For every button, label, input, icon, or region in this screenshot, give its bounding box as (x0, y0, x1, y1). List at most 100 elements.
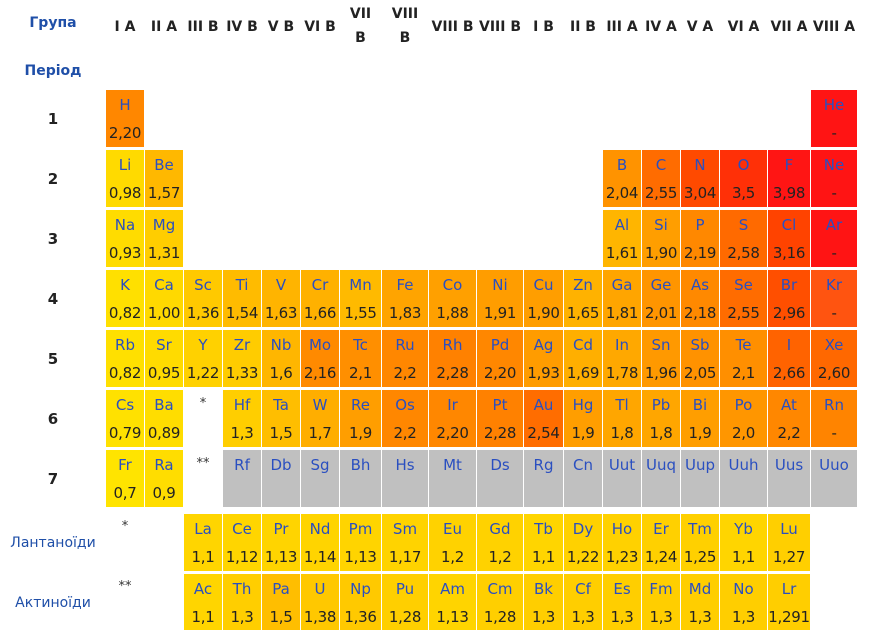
element-symbol: Tb (534, 520, 553, 538)
group-header: VI B (304, 19, 336, 35)
element-value: 2,55 (644, 184, 678, 202)
element-cell: Pt 2,28 (477, 390, 523, 447)
element-value: 2,18 (683, 304, 717, 322)
element-symbol: Am (440, 580, 465, 598)
element-cell: Cl 3,16 (768, 210, 810, 267)
element-symbol: Ra (154, 456, 174, 474)
element-symbol: Yb (734, 520, 753, 538)
element-value: 1,3 (230, 608, 254, 626)
element-symbol: Pb (651, 396, 671, 414)
element-cell: Pb 1,8 (642, 390, 680, 447)
element-cell: Fr 0,7 (106, 450, 144, 507)
element-cell: Ag 1,93 (524, 330, 563, 387)
element-value: 2,04 (605, 184, 639, 202)
element-cell: Xe 2,60 (811, 330, 857, 387)
element-cell: Hg 1,9 (564, 390, 602, 447)
element-value: 0,98 (108, 184, 142, 202)
element-cell: Bi 1,9 (681, 390, 719, 447)
element-value: 2,54 (527, 424, 560, 442)
element-symbol: Mo (308, 336, 332, 354)
element-value: - (831, 424, 837, 442)
element-value: 3,98 (772, 184, 806, 202)
series-label: Лантаноїди (10, 535, 96, 551)
element-symbol: Si (654, 216, 668, 234)
element-value: 1,13 (264, 548, 298, 566)
element-cell: Ca 1,00 (145, 270, 183, 327)
element-value: 1,13 (436, 608, 469, 626)
element-cell: Ta 1,5 (262, 390, 300, 447)
element-symbol: Ta (273, 396, 289, 414)
element-cell: Te 2,1 (720, 330, 767, 387)
element-cell: Cd 1,69 (564, 330, 602, 387)
element-value: - (831, 244, 837, 262)
element-value: 1,81 (605, 304, 639, 322)
element-value: 1,3 (571, 608, 595, 626)
element-symbol: He (823, 96, 845, 114)
element-value: 2,19 (683, 244, 717, 262)
group-header: VII B (349, 6, 372, 46)
element-cell: Pd 2,20 (477, 330, 523, 387)
element-cell: B 2,04 (603, 150, 641, 207)
element-value: 1,91 (483, 304, 517, 322)
element-symbol: As (690, 276, 710, 294)
element-value: 2,58 (727, 244, 760, 262)
element-cell: Cn (564, 450, 602, 507)
period-number: 3 (47, 230, 59, 248)
element-value: 1,2 (488, 548, 512, 566)
element-symbol: Ni (492, 276, 508, 294)
group-header: II B (570, 19, 596, 35)
element-cell: Rg (524, 450, 563, 507)
element-symbol: N (694, 156, 706, 174)
group-header: I A (114, 19, 136, 35)
element-cell: N 3,04 (681, 150, 719, 207)
element-value: 1,9 (571, 424, 595, 442)
element-cell: Nb 1,6 (262, 330, 300, 387)
element-cell: Pu 1,28 (382, 574, 428, 630)
element-cell: H 2,20 (106, 90, 144, 147)
element-symbol: H (119, 96, 131, 114)
element-symbol: Uuo (819, 456, 849, 474)
series-marker: * (199, 396, 207, 411)
element-symbol: Mg (152, 216, 176, 234)
element-value: 1,3 (649, 608, 673, 626)
element-symbol: Bh (350, 456, 371, 474)
element-cell: Tl 1,8 (603, 390, 641, 447)
element-value: 1,25 (683, 548, 717, 566)
element-value: 1,22 (186, 364, 220, 382)
element-symbol: W (312, 396, 328, 414)
element-value: 3,04 (683, 184, 717, 202)
element-symbol: Mn (349, 276, 372, 294)
element-cell: Rh 2,28 (429, 330, 476, 387)
element-cell: As 2,18 (681, 270, 719, 327)
element-symbol: Nd (309, 520, 331, 538)
element-symbol: Tm (688, 520, 712, 538)
element-symbol: Cs (115, 396, 135, 414)
element-value: 1,38 (303, 608, 337, 626)
element-symbol: Tc (353, 336, 368, 354)
element-symbol: Db (270, 456, 292, 474)
element-cell: Sb 2,05 (681, 330, 719, 387)
element-cell: Mg 1,31 (145, 210, 183, 267)
element-cell: Mo 2,16 (301, 330, 339, 387)
element-cell: Tc 2,1 (340, 330, 381, 387)
element-cell: F 3,98 (768, 150, 810, 207)
element-cell: Uup (681, 450, 719, 507)
element-symbol: P (695, 216, 705, 234)
element-cell: Rf (223, 450, 261, 507)
element-symbol: Cn (573, 456, 593, 474)
element-symbol: Ba (154, 396, 174, 414)
group-header: III B (187, 19, 219, 35)
element-symbol: Cu (533, 276, 554, 294)
element-value: 1,6 (269, 364, 293, 382)
element-value: 2,01 (644, 304, 678, 322)
element-symbol: Nb (270, 336, 292, 354)
element-cell: Ho 1,23 (603, 514, 641, 571)
element-cell: Cf 1,3 (564, 574, 602, 630)
element-symbol: Es (613, 580, 631, 598)
element-value: 1,5 (269, 608, 293, 626)
element-cell: Er 1,24 (642, 514, 680, 571)
element-value: 2,66 (772, 364, 806, 382)
element-value: 1,7 (308, 424, 332, 442)
element-cell: Zr 1,33 (223, 330, 261, 387)
